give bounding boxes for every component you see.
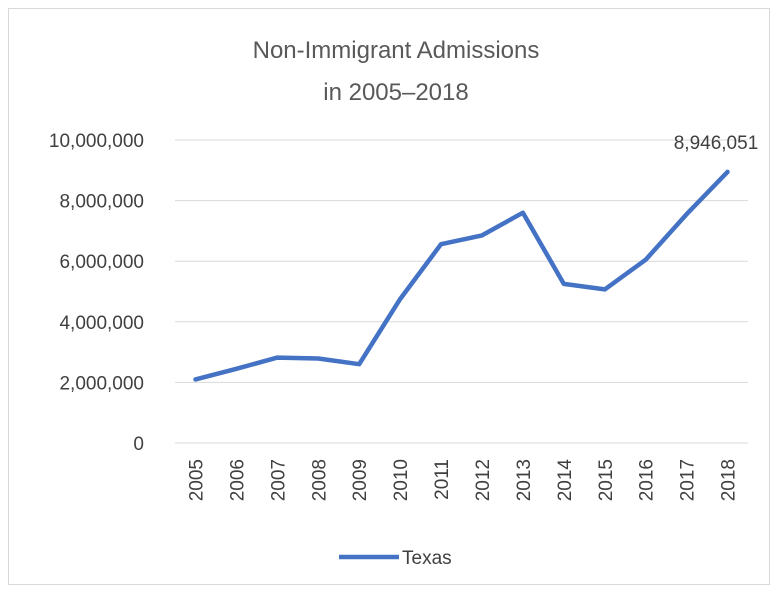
data-label: 8,946,051 <box>674 133 759 154</box>
chart-title-line-2: in 2005–2018 <box>323 79 468 106</box>
series-layer <box>193 169 730 382</box>
x-tick-label: 2013 <box>514 459 535 501</box>
chart-title-line-1: Non-Immigrant Admissions <box>253 37 540 64</box>
x-tick-label: 2009 <box>350 459 371 501</box>
x-tick-label: 2007 <box>268 459 289 501</box>
x-tick-label: 2006 <box>227 459 248 501</box>
x-tick-label: 2014 <box>555 459 576 502</box>
chart-frame <box>8 8 770 585</box>
legend-label: Texas <box>402 548 452 569</box>
x-tick-label: 2011 <box>432 459 453 500</box>
x-tick-label: 2016 <box>637 459 658 501</box>
x-axis-ticks: 2005 2006 2007 2008 2009 2010 2011 2012 2013 2014… <box>186 459 739 502</box>
x-tick-label: 2010 <box>391 459 412 501</box>
y-tick-label: 6,000,000 <box>59 252 144 273</box>
y-tick-label: 4,000,000 <box>59 313 144 334</box>
y-tick-label: 2,000,000 <box>59 373 144 394</box>
y-tick-label: 10,000,000 <box>49 131 144 152</box>
x-tick-label: 2005 <box>186 459 207 501</box>
x-tick-label: 2018 <box>719 459 740 501</box>
x-tick-label: 2012 <box>473 459 494 501</box>
data-labels: 8,946,051 <box>674 133 759 154</box>
y-axis-ticks: 0 2,000,000 4,000,000 6,000,000 8,000,000 10,… <box>49 131 144 455</box>
x-tick-label: 2017 <box>678 459 699 501</box>
series-line-0 <box>193 169 730 382</box>
legend: Texas <box>339 548 452 569</box>
y-tick-label: 0 <box>133 434 144 455</box>
gridlines <box>175 139 748 444</box>
y-tick-label: 8,000,000 <box>59 192 144 213</box>
x-tick-label: 2008 <box>309 459 330 501</box>
x-tick-label: 2015 <box>596 459 617 501</box>
